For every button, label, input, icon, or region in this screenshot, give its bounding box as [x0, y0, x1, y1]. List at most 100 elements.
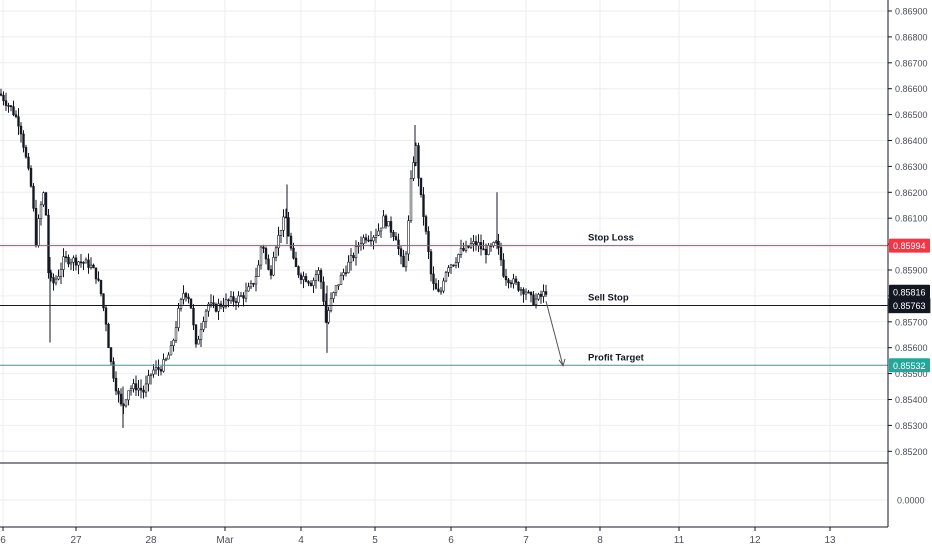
candle-body [499, 247, 503, 261]
candle-body [104, 307, 108, 325]
candle-body [207, 303, 210, 312]
candle-body [199, 329, 203, 340]
y-tick-label: 0.85400 [895, 395, 928, 405]
candle-body [292, 247, 295, 259]
candle-body [369, 239, 373, 242]
candle-body [527, 291, 530, 294]
candle-body [169, 345, 173, 356]
candle-body [37, 218, 40, 246]
candle-body [457, 254, 460, 263]
candle-body [24, 147, 28, 158]
candle-body [72, 257, 75, 263]
candle-body [432, 273, 435, 284]
candle-body [379, 227, 383, 232]
candle-body [412, 162, 415, 179]
candle-body [507, 279, 510, 284]
candle-body [187, 296, 190, 300]
candle-body [132, 383, 135, 390]
candle-body [394, 236, 398, 241]
arrow-head [558, 358, 566, 368]
candle-body [39, 204, 43, 219]
y-tick-label: 0.86800 [895, 32, 928, 42]
candle-body [92, 264, 95, 269]
candle-body [282, 216, 285, 231]
candle-body [277, 235, 280, 249]
candle-body [402, 255, 405, 268]
candle-body [259, 246, 263, 266]
level-label: Profit Target [588, 352, 645, 363]
candle-body [217, 303, 220, 312]
grid-lines [0, 0, 888, 527]
candle-body [384, 215, 388, 227]
candle-body [274, 247, 278, 258]
candle-body [222, 305, 225, 308]
y-tick-label: 0.85300 [895, 421, 928, 431]
candle-body [474, 241, 478, 246]
candle-body [179, 299, 183, 309]
candle-body [184, 293, 188, 298]
x-tick-label: 13 [824, 535, 836, 546]
candle-body [14, 114, 18, 117]
candle-body [374, 234, 378, 238]
candle-body [322, 281, 325, 302]
candle-body [212, 302, 215, 305]
y-tick-label: 0.86200 [895, 188, 928, 198]
x-tick-label: Mar [216, 535, 234, 546]
candle-body [352, 255, 355, 259]
candle-body [64, 256, 68, 258]
stop-loss-badge-bg [889, 238, 930, 253]
y-tick-label: 0.85500 [895, 369, 928, 379]
candle-body [529, 291, 533, 296]
candle-body [497, 241, 500, 248]
candle-body [194, 324, 198, 345]
candle-body [47, 214, 50, 274]
candle-body [367, 239, 370, 242]
candle-body [149, 373, 153, 376]
arrow-line [545, 300, 564, 366]
candle-body [89, 264, 93, 268]
y-tick-label: 0.86300 [895, 162, 928, 172]
candle-body [97, 278, 100, 281]
candle-body [364, 237, 368, 241]
candle-body [534, 298, 538, 305]
level-label: Sell Stop [588, 292, 629, 303]
candle-body [12, 106, 15, 116]
candle-body [419, 177, 423, 195]
candle-body [232, 296, 235, 302]
lower-pane-tick-label: 0.0000 [897, 496, 925, 506]
current-price-badge: 0.85816 [893, 287, 926, 297]
candle-body [289, 235, 293, 249]
x-tick-label: 8 [597, 535, 603, 546]
candle-body [119, 393, 123, 405]
profit-target-badge-bg [889, 358, 930, 373]
y-tick-label: 0.86900 [895, 7, 928, 17]
candle-body [134, 383, 138, 391]
candle-body [279, 229, 283, 236]
candle-body [464, 245, 468, 251]
candle-body [532, 294, 535, 305]
candle-body [34, 207, 38, 246]
x-tick-label: 6 [0, 535, 6, 546]
candle-body [227, 299, 230, 302]
candle-body [127, 390, 130, 401]
candle-body [9, 105, 13, 107]
candle-body [102, 293, 105, 309]
candle-body [304, 276, 308, 282]
candle-body [482, 248, 485, 251]
candle-body [407, 220, 410, 255]
candle-body [444, 272, 448, 282]
candle-body [377, 230, 380, 236]
candle-body [172, 339, 175, 346]
candle-body [509, 282, 513, 285]
y-tick-label: 0.86100 [895, 214, 928, 224]
annotations [545, 300, 566, 368]
y-tick-label: 0.85600 [895, 343, 928, 353]
candle-body [249, 283, 253, 288]
candle-body [454, 262, 458, 266]
candle-body [502, 259, 505, 277]
candle-body [109, 347, 113, 362]
candle-body [84, 259, 88, 264]
candle-body [452, 264, 455, 267]
y-tick-label: 0.86700 [895, 58, 928, 68]
